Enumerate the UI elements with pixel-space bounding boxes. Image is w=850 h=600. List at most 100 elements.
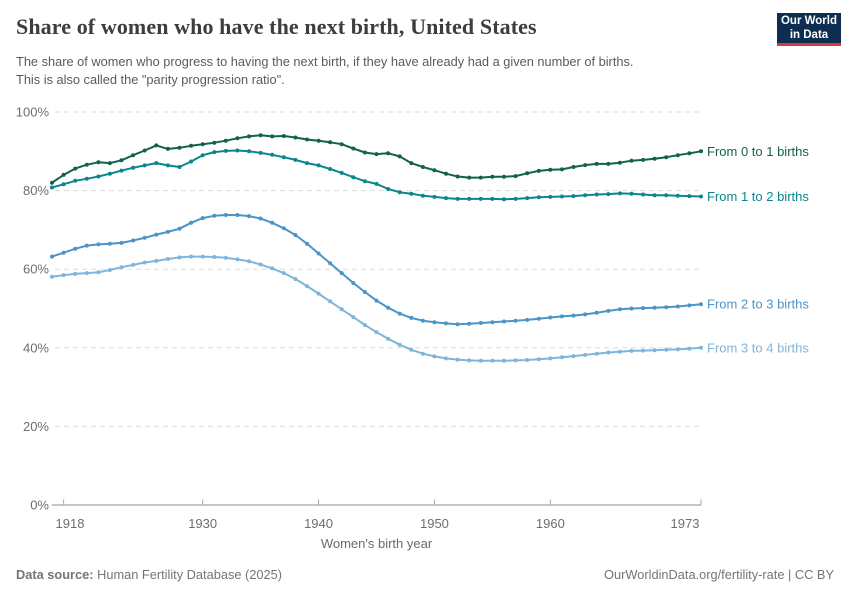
series-label-from-0-to-1-births[interactable]: From 0 to 1 births xyxy=(707,144,809,159)
marker-from-3-to-4-births xyxy=(362,323,367,327)
line-from-0-to-1-births[interactable] xyxy=(51,134,702,184)
marker-from-0-to-1-births xyxy=(107,161,112,166)
y-tick-label-20: 20% xyxy=(23,419,49,434)
marker-from-2-to-3-births xyxy=(594,310,599,315)
owid-license-link[interactable]: OurWorldinData.org/fertility-rate | CC B… xyxy=(604,567,834,582)
marker-from-1-to-2-births xyxy=(397,190,402,195)
marker-from-0-to-1-births xyxy=(652,156,657,161)
marker-from-2-to-3-births xyxy=(212,213,217,218)
marker-from-1-to-2-births xyxy=(189,159,194,164)
marker-from-1-to-2-births xyxy=(84,176,89,181)
marker-from-2-to-3-births xyxy=(235,213,240,217)
data-source-value: Human Fertility Database (2025) xyxy=(93,567,283,582)
marker-from-2-to-3-births xyxy=(583,312,588,317)
y-tick-label-80: 80% xyxy=(23,183,49,198)
marker-from-1-to-2-births xyxy=(223,148,228,153)
marker-from-0-to-1-births xyxy=(131,153,136,158)
marker-from-2-to-3-births xyxy=(165,229,170,234)
marker-from-2-to-3-births xyxy=(96,242,101,247)
chart-subtitle-line1: The share of women who progress to havin… xyxy=(16,54,634,69)
marker-from-3-to-4-births xyxy=(409,347,414,352)
marker-from-1-to-2-births xyxy=(212,150,217,155)
marker-from-3-to-4-births xyxy=(641,348,646,353)
marker-from-1-to-2-births xyxy=(293,157,298,162)
marker-from-1-to-2-births xyxy=(154,161,159,166)
marker-from-0-to-1-births xyxy=(374,152,379,157)
chart-subtitle-line2: This is also called the "parity progress… xyxy=(16,71,285,87)
marker-from-1-to-2-births xyxy=(641,192,646,197)
marker-from-3-to-4-births xyxy=(687,346,692,351)
marker-from-1-to-2-births xyxy=(281,155,286,160)
series-label-from-2-to-3-births[interactable]: From 2 to 3 births xyxy=(707,297,809,312)
marker-from-3-to-4-births xyxy=(316,291,321,296)
marker-from-3-to-4-births xyxy=(61,273,66,278)
marker-from-1-to-2-births xyxy=(455,196,460,201)
x-tick-label-1950: 1950 xyxy=(420,516,449,531)
marker-from-2-to-3-births xyxy=(548,315,553,320)
marker-from-1-to-2-births xyxy=(432,194,437,199)
marker-from-1-to-2-births xyxy=(594,192,599,197)
marker-from-2-to-3-births xyxy=(270,220,275,225)
marker-from-2-to-3-births xyxy=(223,213,228,217)
x-tick-label-1918: 1918 xyxy=(56,516,85,531)
marker-from-1-to-2-births xyxy=(50,185,54,190)
marker-from-3-to-4-births xyxy=(444,356,448,361)
marker-from-3-to-4-births xyxy=(154,258,159,263)
marker-from-3-to-4-births xyxy=(235,257,240,262)
marker-from-0-to-1-births xyxy=(258,133,263,138)
marker-from-0-to-1-births xyxy=(594,161,599,166)
marker-from-3-to-4-births xyxy=(270,266,275,271)
marker-from-0-to-1-births xyxy=(223,138,228,143)
marker-from-3-to-4-births xyxy=(455,357,460,362)
marker-from-1-to-2-births xyxy=(270,152,275,157)
marker-from-3-to-4-births xyxy=(467,358,472,363)
marker-from-1-to-2-births xyxy=(177,165,182,169)
marker-from-1-to-2-births xyxy=(339,170,344,175)
marker-from-0-to-1-births xyxy=(154,143,159,148)
marker-from-0-to-1-births xyxy=(177,145,182,150)
series-label-from-1-to-2-births[interactable]: From 1 to 2 births xyxy=(707,189,809,204)
marker-from-1-to-2-births xyxy=(73,178,78,183)
marker-from-3-to-4-births xyxy=(548,356,553,361)
marker-from-0-to-1-births xyxy=(189,143,194,148)
marker-from-3-to-4-births xyxy=(617,349,622,354)
marker-from-2-to-3-births xyxy=(502,319,506,324)
marker-from-2-to-3-births xyxy=(374,298,379,303)
marker-from-1-to-2-births xyxy=(165,163,170,168)
series-label-from-3-to-4-births[interactable]: From 3 to 4 births xyxy=(707,340,809,355)
marker-from-3-to-4-births xyxy=(223,255,228,260)
marker-from-0-to-1-births xyxy=(73,166,78,171)
marker-from-1-to-2-births xyxy=(351,175,356,180)
marker-from-3-to-4-births xyxy=(189,254,194,259)
line-from-3-to-4-births[interactable] xyxy=(51,255,702,362)
marker-from-3-to-4-births xyxy=(293,277,298,281)
marker-from-2-to-3-births xyxy=(107,241,112,246)
line-from-1-to-2-births[interactable] xyxy=(51,149,702,201)
marker-from-3-to-4-births xyxy=(351,315,356,320)
owid-logo[interactable]: Our World in Data xyxy=(777,13,841,46)
marker-from-0-to-1-births xyxy=(119,158,124,163)
marker-from-1-to-2-births xyxy=(96,174,101,179)
marker-from-0-to-1-births xyxy=(96,160,101,165)
marker-from-0-to-1-births xyxy=(305,137,309,142)
marker-from-1-to-2-births xyxy=(305,161,309,166)
marker-from-1-to-2-births xyxy=(502,197,506,202)
marker-from-0-to-1-births xyxy=(455,174,460,179)
marker-from-3-to-4-births xyxy=(119,265,124,270)
marker-from-2-to-3-births xyxy=(119,240,124,245)
marker-from-2-to-3-births xyxy=(525,317,530,322)
marker-from-0-to-1-births xyxy=(293,135,298,140)
marker-from-1-to-2-births xyxy=(687,194,692,199)
marker-from-0-to-1-births xyxy=(583,163,588,168)
marker-from-2-to-3-births xyxy=(675,304,680,309)
marker-from-0-to-1-births xyxy=(536,168,541,173)
marker-from-3-to-4-births xyxy=(374,330,379,335)
marker-from-3-to-4-births xyxy=(594,351,599,356)
marker-from-3-to-4-births xyxy=(536,357,541,362)
marker-from-0-to-1-births xyxy=(444,171,448,176)
marker-from-0-to-1-births xyxy=(247,134,251,139)
marker-from-3-to-4-births xyxy=(583,352,588,357)
marker-from-3-to-4-births xyxy=(107,268,112,272)
marker-from-3-to-4-births xyxy=(652,348,657,353)
